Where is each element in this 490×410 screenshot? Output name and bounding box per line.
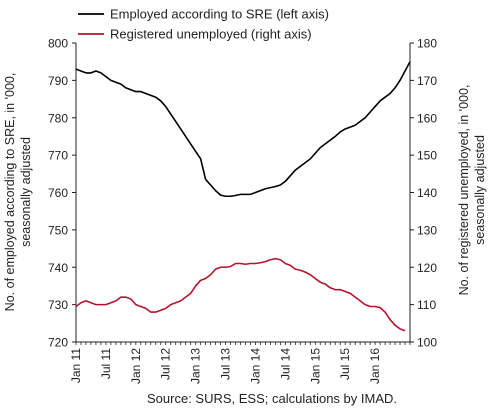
left-axis-title-line2: seasonally adjusted xyxy=(19,137,33,247)
x-tick-label: Jan 15 xyxy=(308,348,322,384)
right-tick-label: 100 xyxy=(417,336,437,350)
right-tick-label: 130 xyxy=(417,223,437,237)
x-tick-label: Jan 11 xyxy=(69,348,83,383)
unemployed-series-line xyxy=(75,257,406,332)
right-tick-label: 140 xyxy=(417,186,437,200)
left-tick-label: 730 xyxy=(48,298,68,312)
employed-series-line xyxy=(75,61,411,198)
right-tick-label: 110 xyxy=(417,298,436,312)
legend-label-employed: Employed according to SRE (left axis) xyxy=(110,7,329,22)
plot-area xyxy=(75,43,411,343)
left-tick-label: 720 xyxy=(48,336,68,350)
x-tick-label: Jan 12 xyxy=(129,348,143,384)
x-tick-label: Jul 12 xyxy=(159,348,173,380)
x-axis: Jan 11 Jul 11 Jan 12 Jul 12 Jan 13 Jul 13 Jan … xyxy=(69,342,411,384)
right-tick-label: 120 xyxy=(417,261,437,275)
legend-label-unemployed: Registered unemployed (right axis) xyxy=(110,27,312,42)
left-tick-label: 760 xyxy=(48,186,68,200)
left-tick-label: 770 xyxy=(48,149,68,163)
source-note: Source: SURS, ESS; calculations by IMAD. xyxy=(147,391,397,406)
left-axis: 720 730 740 750 760 770 780 790 800 xyxy=(48,37,76,350)
left-tick-label: 740 xyxy=(48,261,68,275)
left-tick-label: 790 xyxy=(48,74,68,88)
right-tick-label: 150 xyxy=(417,149,437,163)
left-axis-title: No. of employed according to SRE, in '00… xyxy=(3,73,17,312)
x-tick-label: Jul 13 xyxy=(219,348,233,380)
left-tick-label: 800 xyxy=(48,37,68,51)
right-tick-label: 160 xyxy=(417,111,437,125)
x-tick-label: Jul 14 xyxy=(278,348,292,380)
x-tick-label: Jul 11 xyxy=(99,348,113,379)
left-tick-label: 750 xyxy=(48,223,68,237)
right-axis-title: No. of registered unemployed, in '000, xyxy=(457,85,471,296)
x-tick-label: Jul 15 xyxy=(338,348,352,380)
x-tick-label: Jan 14 xyxy=(248,348,262,384)
right-tick-label: 170 xyxy=(417,74,437,88)
right-axis: 100 110 120 130 140 150 160 170 180 xyxy=(410,37,437,350)
x-tick-label: Jan 16 xyxy=(368,348,382,384)
legend: Employed according to SRE (left axis) Reg… xyxy=(78,7,329,42)
right-tick-label: 180 xyxy=(417,37,437,51)
right-axis-title-line2: seasonally adjusted xyxy=(473,135,487,245)
x-tick-label: Jan 13 xyxy=(189,348,203,384)
left-tick-label: 780 xyxy=(48,111,68,125)
